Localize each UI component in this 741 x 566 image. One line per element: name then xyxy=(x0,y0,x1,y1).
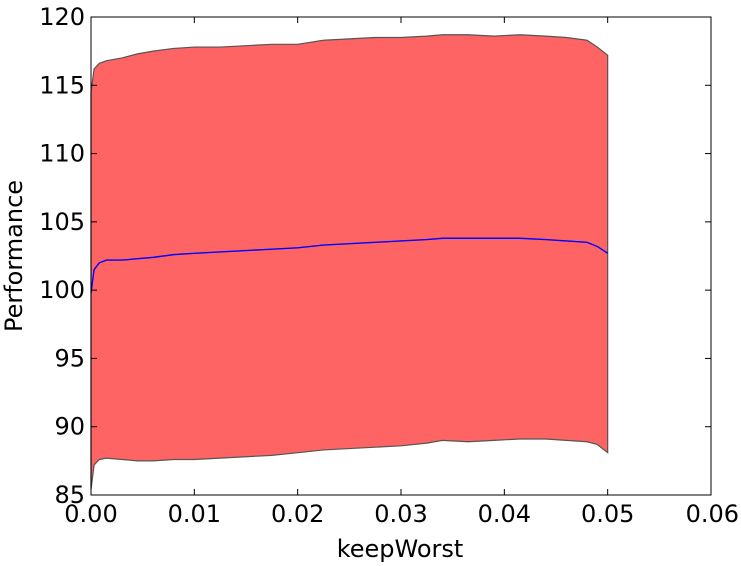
x-tick-label: 0.06 xyxy=(686,500,739,528)
x-tick-label: 0.04 xyxy=(478,500,531,528)
y-tick-label: 120 xyxy=(39,3,85,31)
y-tick-label: 105 xyxy=(39,208,85,236)
y-axis-label: Performance xyxy=(0,180,28,332)
plot-area xyxy=(90,34,609,490)
x-tick-label: 0.05 xyxy=(581,500,634,528)
x-tick-label: 0.01 xyxy=(168,500,221,528)
x-tick-label: 0.03 xyxy=(374,500,427,528)
y-tick-label: 110 xyxy=(39,140,85,168)
y-tick-label: 95 xyxy=(54,344,85,372)
mean-line xyxy=(90,237,609,293)
y-tick-label: 85 xyxy=(54,481,85,509)
x-tick-label: 0.02 xyxy=(271,500,324,528)
x-tick-label: 0.00 xyxy=(64,500,117,528)
axis-ticks: 0.00 0.01 0.02 0.03 0.04 0.05 0.06 85 90 95 100 105… xyxy=(39,3,739,528)
y-tick-label: 100 xyxy=(39,276,85,304)
x-axis-label: keepWorst xyxy=(337,535,464,563)
band-area xyxy=(90,34,609,490)
y-tick-label: 115 xyxy=(39,71,85,99)
y-tick-label: 90 xyxy=(54,413,85,441)
